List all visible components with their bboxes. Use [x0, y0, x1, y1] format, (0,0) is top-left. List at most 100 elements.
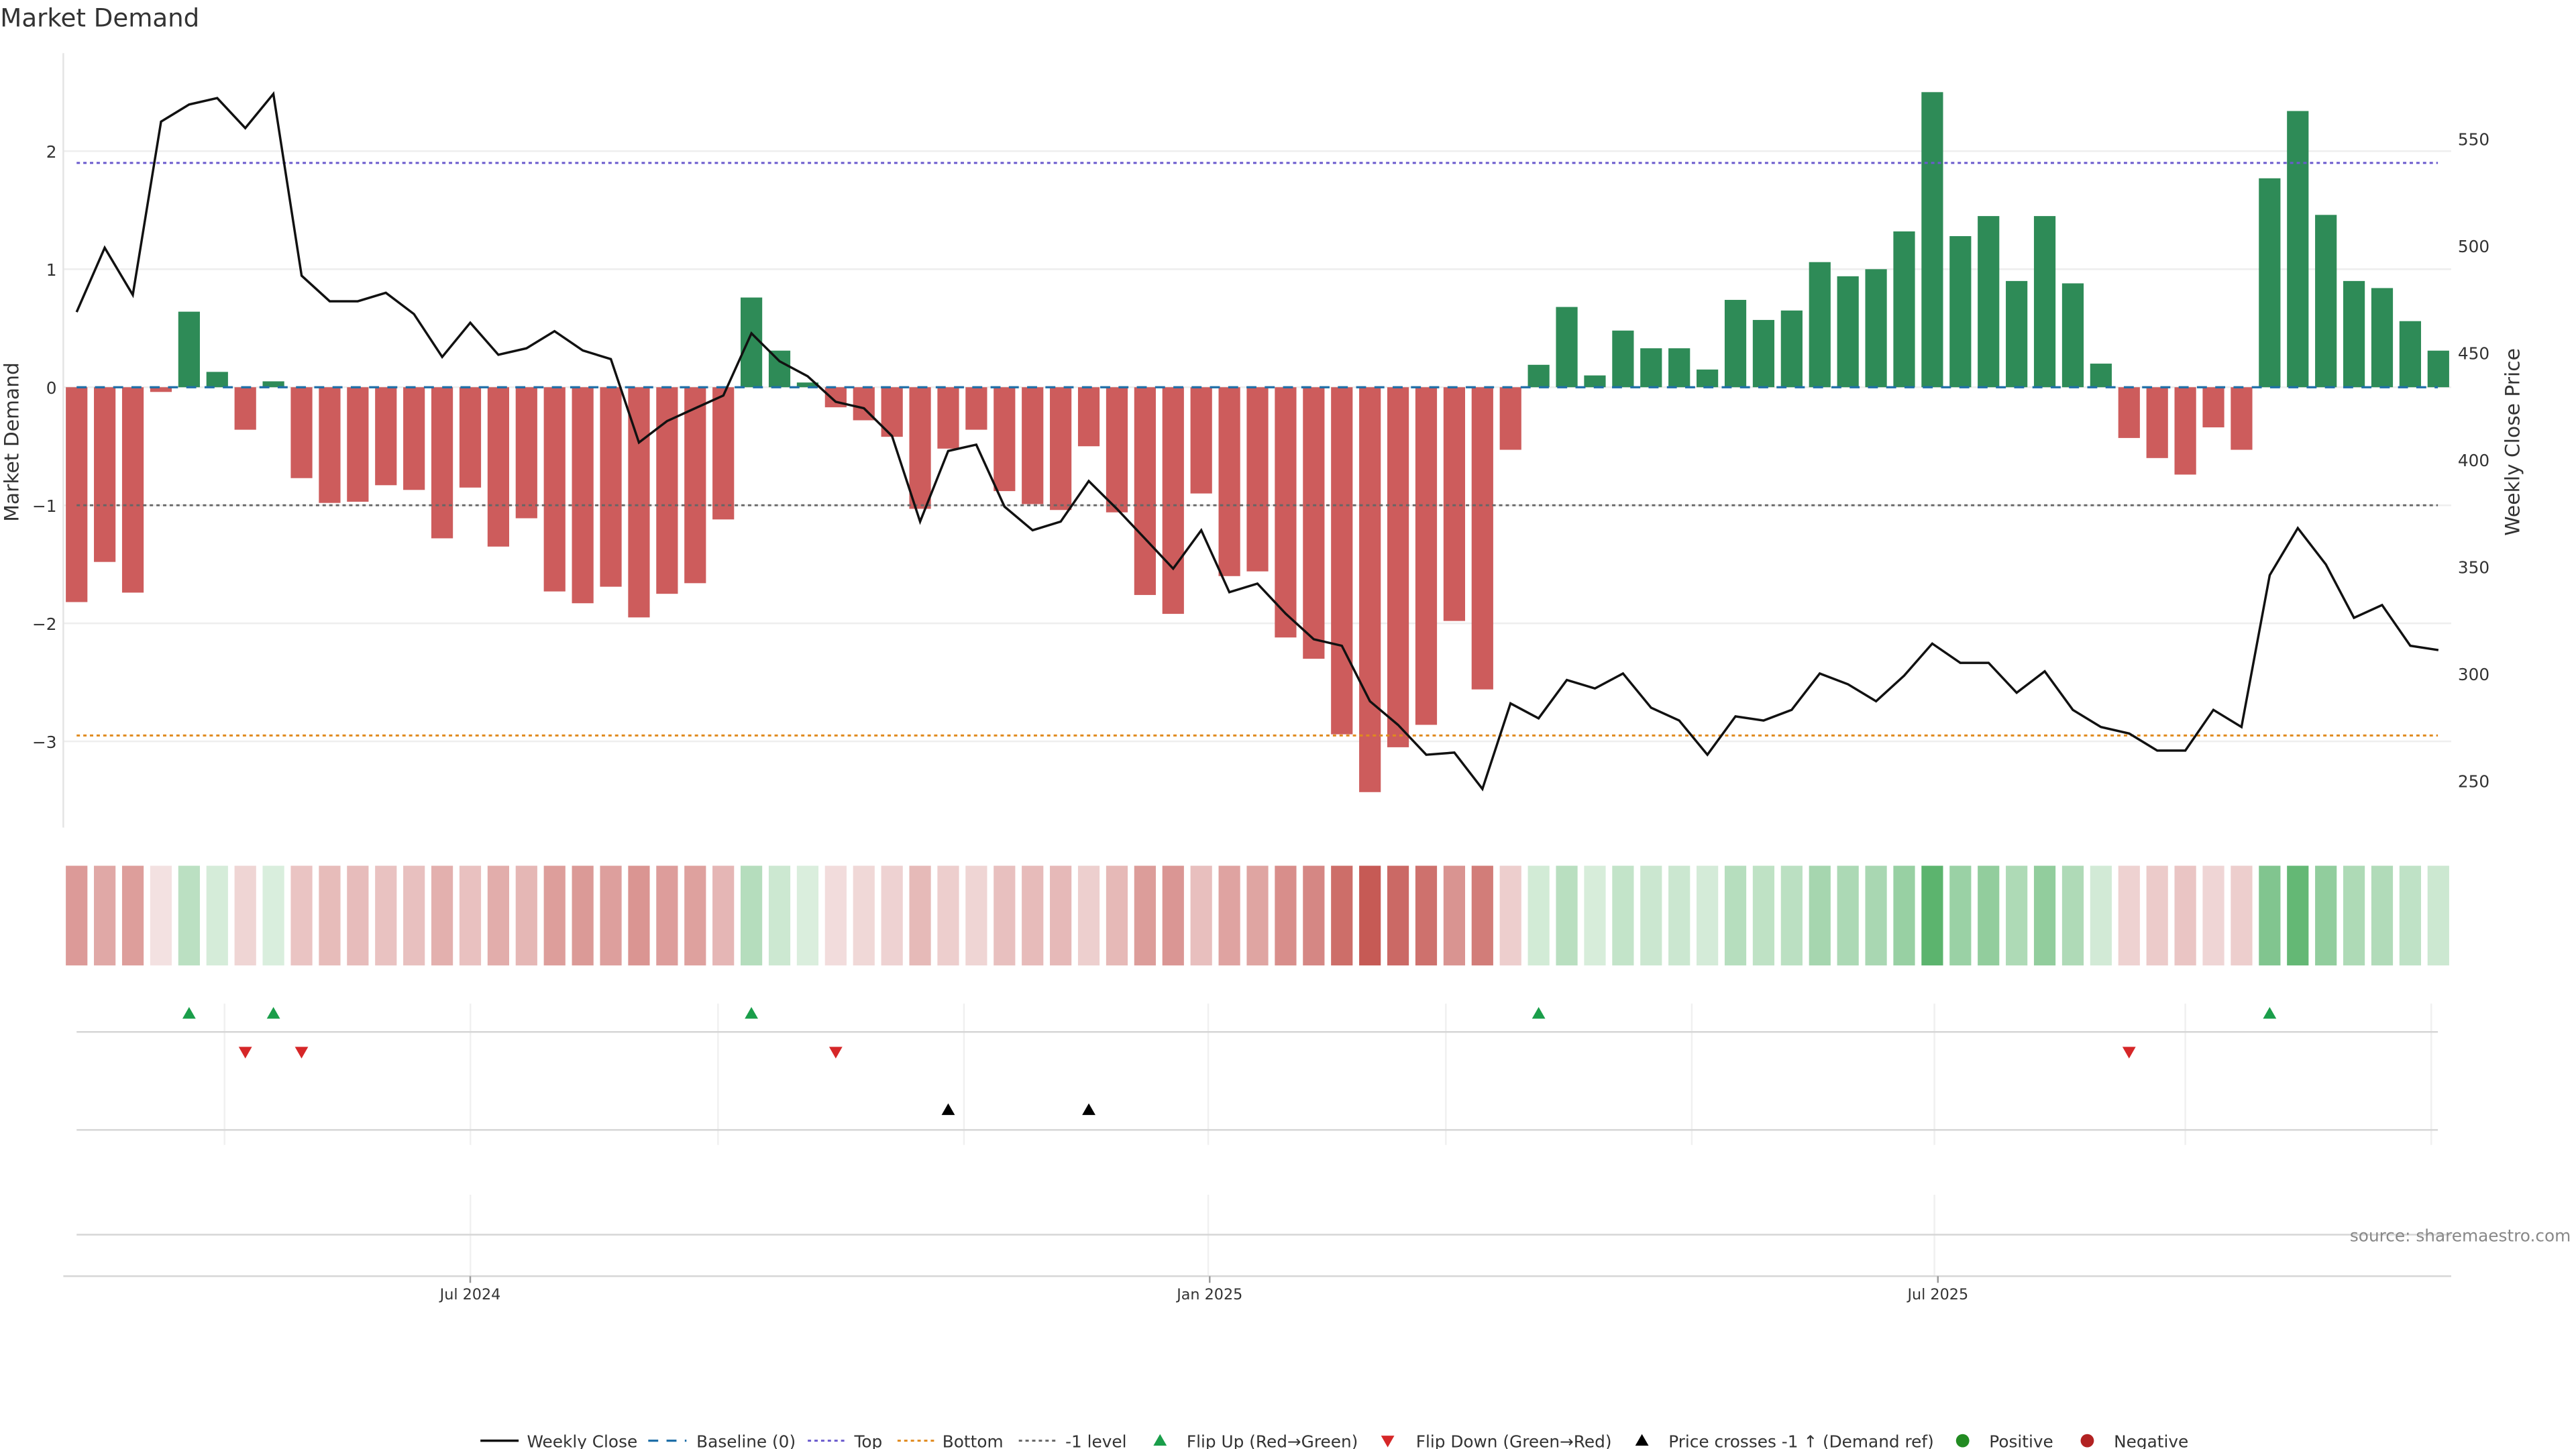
negative-bar [628, 387, 650, 618]
positive-bar [1809, 262, 1831, 388]
positive-bar [2315, 215, 2337, 388]
negative-bar [431, 387, 453, 539]
positive-bar [2090, 364, 2112, 388]
heat-cell [1077, 865, 1100, 966]
heat-cell [1893, 865, 1915, 966]
heat-cell [1949, 865, 1972, 966]
heat-cell [1218, 865, 1240, 966]
y-tick-label: 2 [46, 142, 57, 162]
y2-tick-label: 250 [2458, 771, 2489, 791]
heat-cell [2287, 865, 2309, 966]
price-cross-marker [941, 1103, 955, 1116]
heat-cell [1331, 865, 1353, 966]
heat-cell [515, 865, 537, 966]
heat-cell [319, 865, 341, 966]
heat-cell [2315, 865, 2337, 966]
negative-bar [712, 387, 735, 520]
price-cross-marker [1082, 1103, 1095, 1116]
positive-bar [768, 350, 791, 388]
negative-bar [1050, 387, 1072, 511]
heat-cell [1471, 865, 1493, 966]
legend-positive-dot-icon [1955, 1434, 1970, 1448]
flip-down-marker [238, 1046, 252, 1059]
negative-bar [1022, 387, 1044, 504]
negative-bar [1415, 387, 1438, 725]
chart-title: Market Demand [0, 4, 199, 33]
y2-tick-label: 550 [2458, 130, 2489, 150]
heat-cell [1246, 865, 1269, 966]
heat-cell [994, 865, 1016, 966]
heat-cell [1387, 865, 1409, 966]
legend-label-baseline: Baseline (0) [696, 1432, 796, 1449]
heat-cell [178, 865, 200, 966]
heat-cell [2371, 865, 2394, 966]
demand-heat-strip [66, 865, 2449, 966]
y2-tick-label: 450 [2458, 344, 2489, 364]
negative-bar [150, 387, 172, 392]
heat-cell [1050, 865, 1072, 966]
legend-flip-down-icon [1381, 1436, 1395, 1448]
heat-cell [459, 865, 482, 966]
legend-label-weekly-close: Weekly Close [527, 1432, 638, 1449]
heat-cell [1162, 865, 1184, 966]
negative-bar [684, 387, 706, 584]
positive-bar [1668, 348, 1690, 388]
positive-bar [2287, 111, 2309, 388]
positive-bar [741, 297, 763, 388]
heat-cell [2033, 865, 2056, 966]
legend-label-negative: Negative [2114, 1432, 2188, 1449]
negative-bar [515, 387, 537, 519]
negative-bar [2146, 387, 2168, 458]
heat-cell [1106, 865, 1128, 966]
y-tick-label: −3 [32, 733, 57, 752]
heat-cell [262, 865, 284, 966]
heat-cell [2231, 865, 2253, 966]
heat-cell [1275, 865, 1297, 966]
right-y-ticks: 550 500 450 400 350 300 250 [2458, 130, 2489, 792]
positive-bar [2399, 321, 2422, 388]
heat-cell [824, 865, 847, 966]
heat-cell [1612, 865, 1634, 966]
heat-cell [487, 865, 509, 966]
negative-bar [1331, 387, 1353, 735]
heat-cell [2118, 865, 2140, 966]
x-tick-label: Jan 2025 [1175, 1286, 1242, 1303]
legend-label-flip-up: Flip Up (Red→Green) [1187, 1432, 1358, 1449]
legend: Weekly Close Baseline (0) Top Bottom -1 leve… [480, 1432, 2188, 1449]
negative-bar [94, 387, 116, 562]
y2-tick-label: 400 [2458, 451, 2489, 470]
heat-cell [1443, 865, 1466, 966]
negative-bar [543, 387, 566, 592]
heat-cell [347, 865, 369, 966]
negative-bar [1190, 387, 1212, 494]
positive-bar [1921, 92, 1943, 388]
negative-bar [403, 387, 425, 490]
negative-bar [1471, 387, 1493, 690]
flip-up-marker [266, 1007, 280, 1019]
heat-cell [1499, 865, 1521, 966]
positive-bar [2259, 178, 2281, 388]
heat-cell [1978, 865, 2000, 966]
flip-up-marker [1532, 1007, 1546, 1019]
heat-cell [853, 865, 875, 966]
event-markers [76, 1004, 2451, 1277]
legend-label-price-cross: Price crosses -1 ↑ (Demand ref) [1668, 1432, 1934, 1449]
negative-bar [2118, 387, 2140, 438]
legend-label-bottom: Bottom [943, 1432, 1004, 1449]
heat-cell [768, 865, 791, 966]
positive-bar [2343, 280, 2365, 388]
flip-down-marker [828, 1046, 843, 1059]
negative-bar [121, 387, 144, 593]
heat-cell [1780, 865, 1803, 966]
heat-cell [881, 865, 903, 966]
negative-bar [375, 387, 397, 486]
negative-bar [1359, 387, 1381, 792]
heat-cell [1022, 865, 1044, 966]
negative-bar [487, 387, 509, 547]
heat-cell [2343, 865, 2365, 966]
negative-bar [994, 387, 1016, 492]
heat-cell [684, 865, 706, 966]
heat-cell [2006, 865, 2028, 966]
heat-cell [1921, 865, 1943, 966]
negative-bar [572, 387, 594, 604]
